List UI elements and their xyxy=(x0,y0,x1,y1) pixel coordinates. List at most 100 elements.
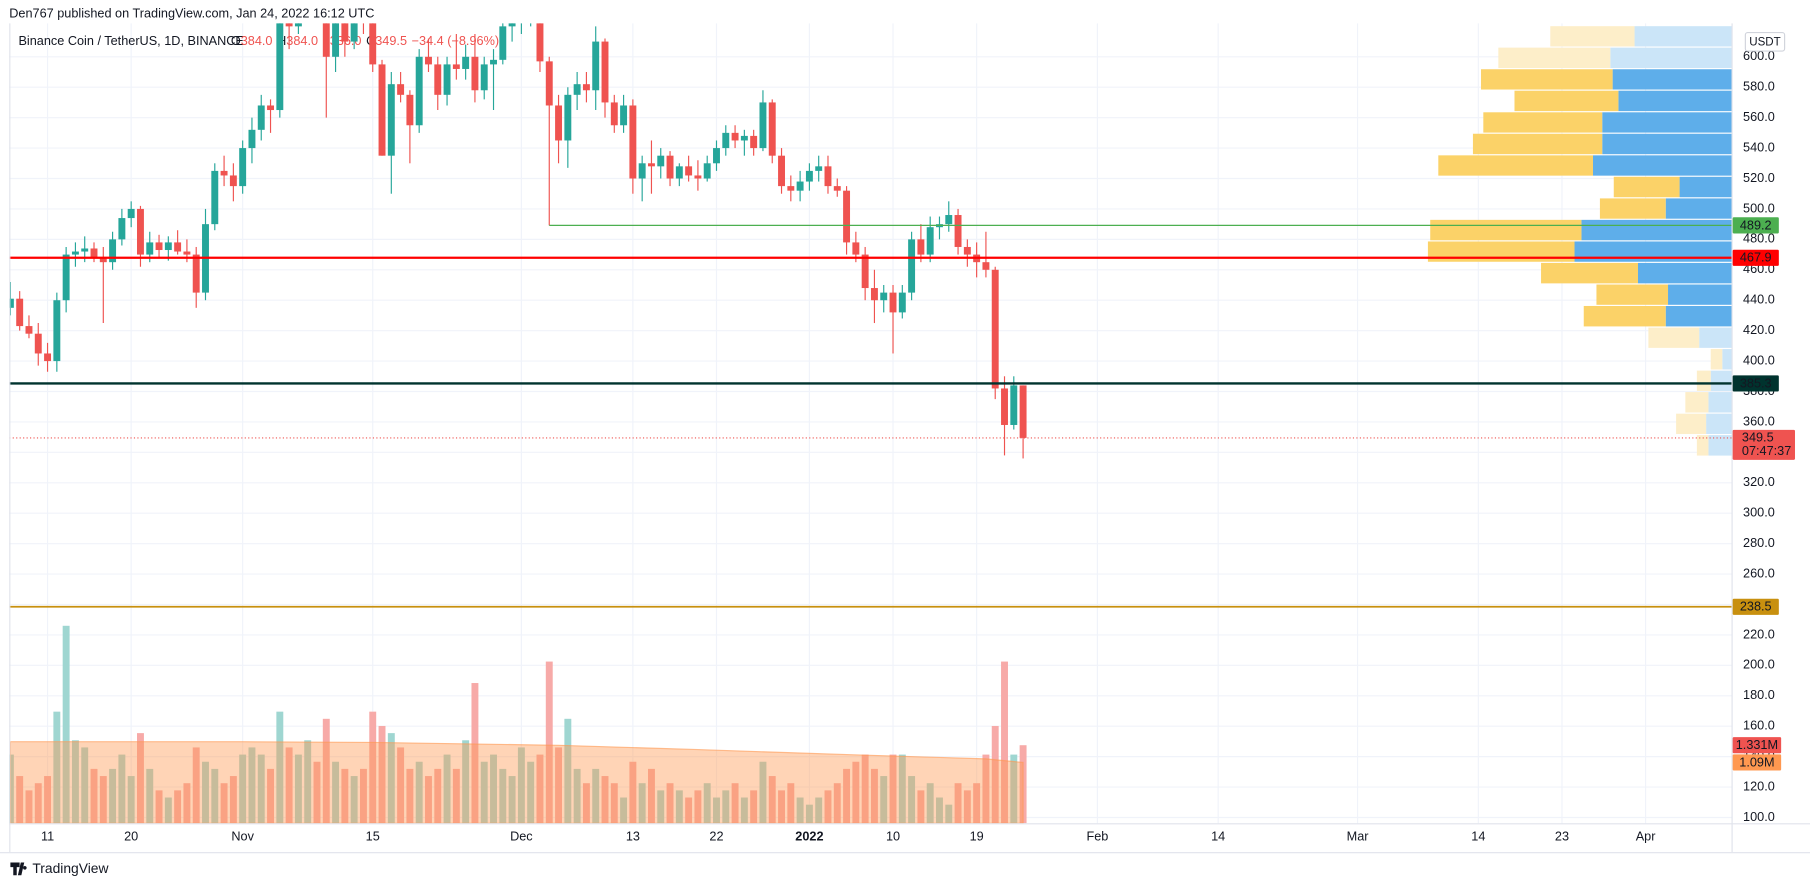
candle-body xyxy=(146,242,154,255)
y-tick-label: 320.0 xyxy=(1743,475,1775,489)
profile-up xyxy=(1581,219,1732,241)
candle-body xyxy=(34,333,42,354)
plot-area xyxy=(9,23,1732,824)
candle-body xyxy=(109,239,117,263)
axes: 600.0580.0560.0540.0520.0500.0480.0460.0… xyxy=(0,23,1810,854)
volume-bar xyxy=(155,790,163,824)
candle-body xyxy=(870,288,878,301)
candle-body xyxy=(44,353,52,362)
volume-bar xyxy=(1010,754,1018,824)
volume-bar xyxy=(926,783,934,824)
candle-body xyxy=(480,64,488,91)
candle-body xyxy=(434,64,442,95)
candle-body xyxy=(276,23,284,111)
volume-bar xyxy=(954,783,962,824)
volume-bar xyxy=(341,768,349,824)
x-tick-label: 15 xyxy=(366,829,380,843)
volume-bar xyxy=(220,783,228,824)
volume-bar xyxy=(582,783,590,824)
volume-bar xyxy=(889,754,897,824)
level-label-box xyxy=(1732,598,1779,615)
volume-bar xyxy=(601,776,609,824)
candle-body xyxy=(536,23,544,62)
volume-bar xyxy=(898,754,906,824)
candle-body xyxy=(1019,385,1027,438)
legend: Binance Coin / TetherUS, 1D, BINANCE xyxy=(18,34,243,48)
candle-body xyxy=(118,218,126,240)
currency[interactable]: USDT xyxy=(1749,36,1780,48)
volume-bar xyxy=(9,754,14,824)
candle-body xyxy=(954,215,962,247)
profile-down xyxy=(1696,370,1711,391)
candle-body xyxy=(155,242,163,251)
profile-down xyxy=(1481,69,1613,90)
volume-bar xyxy=(778,790,785,824)
candle-body xyxy=(555,105,563,141)
volume-bar xyxy=(620,797,628,824)
candle-body xyxy=(796,181,804,191)
candle-body xyxy=(332,23,340,57)
candle-body xyxy=(722,132,730,149)
candle-body xyxy=(462,56,470,69)
candle-body xyxy=(16,298,24,327)
volume-bar xyxy=(99,776,107,824)
last-price-label: 349.5 xyxy=(1742,430,1774,444)
candle-body xyxy=(267,105,274,111)
candle-body xyxy=(341,23,349,42)
volume-bar xyxy=(657,790,665,824)
volume-bar xyxy=(397,747,405,824)
volume-bar xyxy=(936,797,943,824)
currency-box[interactable] xyxy=(1744,31,1786,52)
ohlc-value: 384.0 xyxy=(241,34,273,48)
candle-body xyxy=(229,175,237,187)
volume-bar xyxy=(109,768,117,824)
volume-bar xyxy=(211,768,219,824)
candle-body xyxy=(963,246,971,255)
profile-down xyxy=(1596,284,1669,305)
y-tick-label: 400.0 xyxy=(1743,353,1775,367)
candle-body xyxy=(183,251,191,255)
branding: TradingView xyxy=(32,860,109,876)
logo-icon xyxy=(10,862,27,876)
candle-body xyxy=(647,163,655,167)
volume-bar xyxy=(378,725,386,824)
profile-up xyxy=(1602,133,1732,155)
candle-body xyxy=(982,262,990,270)
profile-down xyxy=(1599,198,1666,219)
y-tick-label: 220.0 xyxy=(1743,627,1775,641)
profile-up xyxy=(1668,284,1732,305)
profile-down xyxy=(1498,47,1611,69)
candle-body xyxy=(239,148,247,187)
volume-bar xyxy=(276,711,284,824)
y-tick-label: 560.0 xyxy=(1743,110,1775,124)
level-label: 238.5 xyxy=(1740,600,1772,614)
level-label: 467.9 xyxy=(1740,251,1772,265)
y-tick-label: 300.0 xyxy=(1743,506,1775,520)
profile-up xyxy=(1618,90,1732,112)
volume-bar xyxy=(25,790,33,824)
candle-body xyxy=(601,41,609,103)
candle-body xyxy=(991,269,999,389)
candle-body xyxy=(508,23,516,27)
candle-body xyxy=(750,135,758,149)
candle-body xyxy=(81,248,89,252)
volume-label-box xyxy=(1732,737,1782,754)
volume-bar xyxy=(852,761,860,824)
y-tick-label: 480.0 xyxy=(1743,232,1775,246)
candle-body xyxy=(294,23,302,27)
profile-down xyxy=(1676,413,1707,434)
x-tick-label: Nov xyxy=(231,829,254,843)
candle-body xyxy=(880,292,888,301)
price-change: −34.4 (−8.96%) xyxy=(412,34,499,48)
y-tick-label: 500.0 xyxy=(1743,201,1775,215)
volume-bar xyxy=(415,761,423,824)
volume-label: 1.09M xyxy=(1739,755,1774,769)
volume-bar xyxy=(248,747,256,824)
candle-body xyxy=(248,129,256,149)
volume-bar xyxy=(694,790,702,824)
candle-body xyxy=(257,105,265,130)
candle-body xyxy=(685,166,693,176)
profile-up xyxy=(1706,413,1732,434)
candle-body xyxy=(778,155,785,187)
